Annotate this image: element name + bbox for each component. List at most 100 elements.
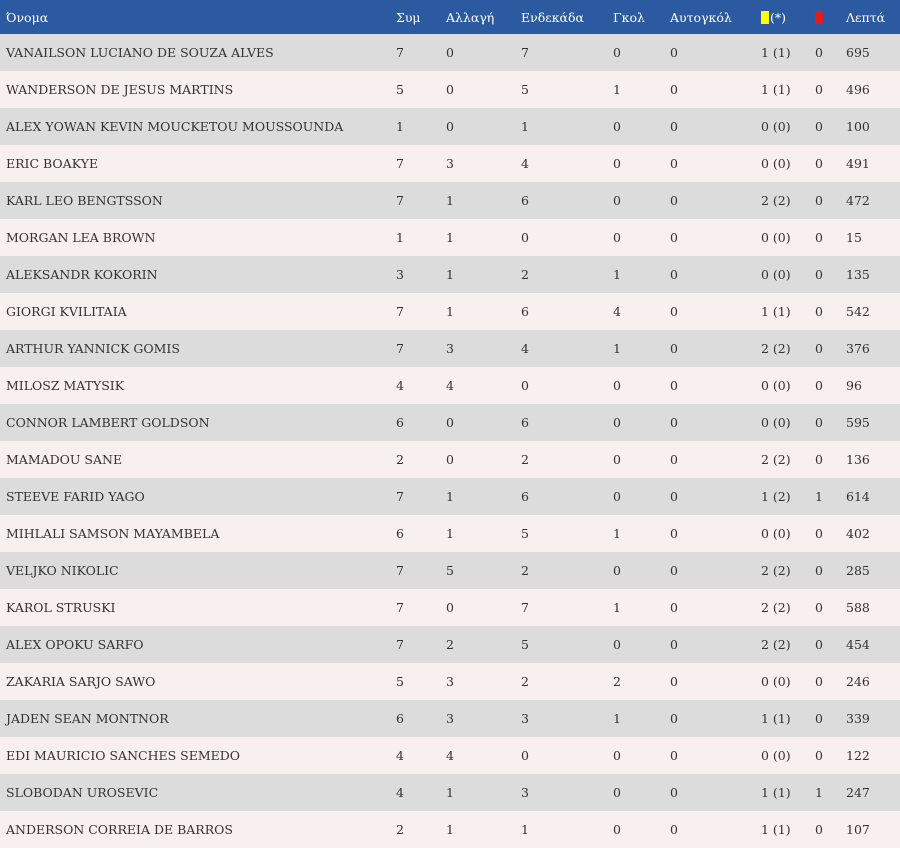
player-name[interactable]: WANDERSON DE JESUS MARTINS (6, 82, 234, 97)
red-cards-cell: 0 (815, 600, 823, 615)
minutes-cell: 542 (846, 304, 870, 319)
yellow-cards-cell: 0 (0) (761, 119, 791, 134)
goals-cell: 1 (613, 526, 621, 541)
yellow-cards-cell: 1 (1) (761, 785, 791, 800)
starting-eleven-cell: 4 (521, 341, 529, 356)
player-name[interactable]: ALEX YOWAN KEVIN MOUCKETOU MOUSSOUNDA (6, 119, 344, 134)
table-row: MIHLALI SAMSON MAYAMBELA 6 1 5 1 0 0 (0) 0 402 (0, 515, 900, 552)
player-name[interactable]: JADEN SEAN MONTNOR (6, 711, 169, 726)
yellow-cards-cell: 2 (2) (761, 341, 791, 356)
appearances-cell: 6 (396, 526, 404, 541)
yellow-cards-cell: 0 (0) (761, 526, 791, 541)
player-name[interactable]: SLOBODAN UROSEVIC (6, 785, 159, 800)
appearances-cell: 7 (396, 45, 404, 60)
appearances-cell: 7 (396, 341, 404, 356)
appearances-cell: 1 (396, 230, 404, 245)
goals-cell: 1 (613, 82, 621, 97)
yellow-cards-cell: 2 (2) (761, 193, 791, 208)
red-cards-cell: 0 (815, 711, 823, 726)
minutes-cell: 136 (846, 452, 870, 467)
player-name[interactable]: ARTHUR YANNICK GOMIS (6, 341, 180, 356)
starting-eleven-cell: 7 (521, 600, 529, 615)
player-name[interactable]: STEEVE FARID YAGO (6, 489, 145, 504)
player-name[interactable]: GIORGI KVILITAIA (6, 304, 127, 319)
player-name[interactable]: KAROL STRUSKI (6, 600, 116, 615)
player-name[interactable]: ALEX OPOKU SARFO (6, 637, 144, 652)
minutes-cell: 135 (846, 267, 870, 282)
substitutions-cell: 3 (446, 341, 454, 356)
header-red-cards[interactable] (815, 0, 846, 34)
header-starting-eleven[interactable]: Ενδεκάδα (521, 9, 584, 25)
own-goals-cell: 0 (670, 341, 678, 356)
goals-cell: 0 (613, 193, 621, 208)
goals-cell: 2 (613, 674, 621, 689)
appearances-cell: 7 (396, 637, 404, 652)
table-row: ANDERSON CORREIA DE BARROS 2 1 1 0 0 1 (1) 0 107 (0, 811, 900, 848)
yellow-cards-cell: 1 (1) (761, 304, 791, 319)
minutes-cell: 491 (846, 156, 870, 171)
substitutions-cell: 1 (446, 526, 454, 541)
player-name[interactable]: ALEKSANDR KOKORIN (6, 267, 158, 282)
minutes-cell: 107 (846, 822, 870, 837)
goals-cell: 0 (613, 452, 621, 467)
appearances-cell: 2 (396, 452, 404, 467)
goals-cell: 0 (613, 822, 621, 837)
table-row: KAROL STRUSKI 7 0 7 1 0 2 (2) 0 588 (0, 589, 900, 626)
own-goals-cell: 0 (670, 674, 678, 689)
player-name[interactable]: CONNOR LAMBERT GOLDSON (6, 415, 210, 430)
player-name[interactable]: ZAKARIA SARJO SAWO (6, 674, 156, 689)
header-own-goals[interactable]: Αυτογκόλ (670, 9, 732, 25)
own-goals-cell: 0 (670, 230, 678, 245)
header-appearances[interactable]: Συμ (396, 9, 421, 25)
player-name[interactable]: MIHLALI SAMSON MAYAMBELA (6, 526, 220, 541)
starting-eleven-cell: 5 (521, 82, 529, 97)
table-body: VANAILSON LUCIANO DE SOUZA ALVES 7 0 7 0 0 1 (… (0, 34, 900, 848)
red-cards-cell: 0 (815, 748, 823, 763)
goals-cell: 1 (613, 711, 621, 726)
player-name[interactable]: VELJKO NIKOLIC (6, 563, 119, 578)
table-row: SLOBODAN UROSEVIC 4 1 3 0 0 1 (1) 1 247 (0, 774, 900, 811)
header-yellow-cards[interactable]: (*) (761, 0, 815, 34)
player-name[interactable]: ANDERSON CORREIA DE BARROS (6, 822, 233, 837)
starting-eleven-cell: 7 (521, 45, 529, 60)
red-cards-cell: 0 (815, 822, 823, 837)
goals-cell: 0 (613, 748, 621, 763)
player-name[interactable]: MORGAN LEA BROWN (6, 230, 156, 245)
appearances-cell: 4 (396, 748, 404, 763)
substitutions-cell: 1 (446, 304, 454, 319)
own-goals-cell: 0 (670, 600, 678, 615)
substitutions-cell: 1 (446, 267, 454, 282)
table-row: VANAILSON LUCIANO DE SOUZA ALVES 7 0 7 0 0 1 (… (0, 34, 900, 71)
starting-eleven-cell: 5 (521, 637, 529, 652)
player-name[interactable]: MILOSZ MATYSIK (6, 378, 125, 393)
starting-eleven-cell: 3 (521, 711, 529, 726)
own-goals-cell: 0 (670, 45, 678, 60)
table-row: EDI MAURICIO SANCHES SEMEDO 4 4 0 0 0 0 (0) 0 12… (0, 737, 900, 774)
header-substitutions[interactable]: Αλλαγή (446, 9, 495, 25)
header-name[interactable]: Όνομα (6, 9, 49, 25)
yellow-cards-cell: 1 (1) (761, 45, 791, 60)
red-cards-cell: 0 (815, 452, 823, 467)
own-goals-cell: 0 (670, 822, 678, 837)
player-name[interactable]: MAMADOU SANE (6, 452, 123, 467)
header-minutes[interactable]: Λεπτά (846, 9, 886, 25)
red-cards-cell: 0 (815, 378, 823, 393)
table-row: STEEVE FARID YAGO 7 1 6 0 0 1 (2) 1 614 (0, 478, 900, 515)
yellow-cards-cell: 2 (2) (761, 637, 791, 652)
table-row: GIORGI KVILITAIA 7 1 6 4 0 1 (1) 0 542 (0, 293, 900, 330)
player-name[interactable]: EDI MAURICIO SANCHES SEMEDO (6, 748, 241, 763)
yellow-cards-cell: 0 (0) (761, 415, 791, 430)
own-goals-cell: 0 (670, 156, 678, 171)
appearances-cell: 7 (396, 489, 404, 504)
table-row: ZAKARIA SARJO SAWO 5 3 2 2 0 0 (0) 0 246 (0, 663, 900, 700)
header-goals[interactable]: Γκολ (613, 9, 645, 25)
player-name[interactable]: ERIC BOAKYE (6, 156, 99, 171)
goals-cell: 0 (613, 563, 621, 578)
player-name[interactable]: KARL LEO BENGTSSON (6, 193, 163, 208)
appearances-cell: 5 (396, 674, 404, 689)
starting-eleven-cell: 3 (521, 785, 529, 800)
player-name[interactable]: VANAILSON LUCIANO DE SOUZA ALVES (6, 45, 274, 60)
red-cards-cell: 0 (815, 637, 823, 652)
own-goals-cell: 0 (670, 378, 678, 393)
